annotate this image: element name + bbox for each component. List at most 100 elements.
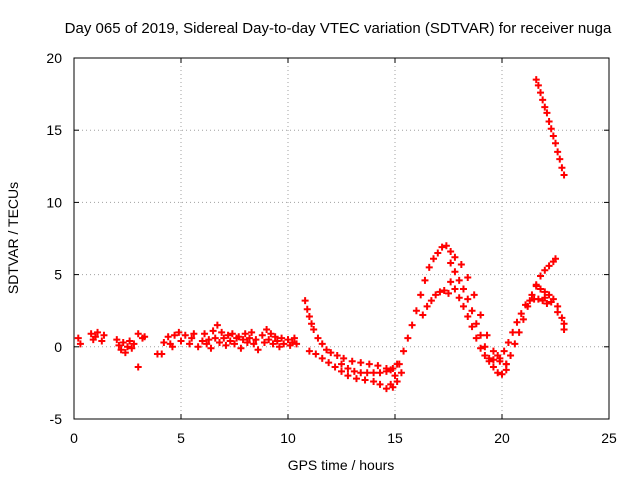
data-point [284, 336, 292, 344]
data-point [314, 334, 322, 342]
data-point [507, 351, 515, 359]
data-point [290, 334, 298, 342]
series-rise-late [496, 255, 559, 368]
data-point [477, 311, 485, 319]
data-point [393, 377, 401, 385]
series-fall-bundle [447, 253, 510, 378]
data-point [477, 331, 485, 339]
data-point [235, 333, 243, 341]
data-point [305, 347, 313, 355]
data-point [216, 338, 224, 346]
data-point [130, 340, 138, 348]
data-point [445, 289, 452, 297]
data-point [472, 320, 480, 328]
data-point [344, 372, 352, 380]
series-arc-3 [338, 360, 401, 377]
x-tick-label: 10 [280, 430, 296, 446]
data-point [532, 76, 540, 84]
data-point [211, 334, 219, 342]
data-point [228, 330, 236, 338]
data-point [455, 294, 463, 302]
data-point [526, 297, 534, 305]
data-point [340, 354, 348, 362]
data-point [248, 328, 256, 336]
data-point [417, 291, 425, 299]
data-point [494, 369, 502, 377]
data-point [126, 337, 134, 345]
data-point [348, 357, 356, 365]
data-point [389, 364, 397, 372]
data-point [547, 125, 555, 133]
data-point [280, 340, 288, 348]
data-point [532, 282, 540, 290]
x-tick-label: 0 [70, 430, 78, 446]
data-point [333, 351, 341, 359]
data-point [404, 334, 412, 342]
data-point [310, 325, 318, 333]
data-point [194, 343, 202, 351]
data-point [427, 297, 435, 305]
data-point [537, 272, 545, 280]
data-point [190, 330, 198, 338]
data-point [549, 132, 557, 140]
data-point [472, 334, 480, 342]
data-point [231, 340, 238, 348]
data-point [361, 376, 369, 384]
data-point [263, 325, 271, 333]
data-point [395, 360, 403, 368]
data-point [459, 302, 467, 310]
data-point [198, 337, 206, 345]
series-rise-secondary [419, 286, 452, 319]
tick-labels: 0 5 10 15 20 25 -5 0 5 10 15 20 [46, 50, 617, 446]
data-point [382, 385, 390, 393]
data-point [164, 333, 172, 341]
data-point [513, 318, 521, 326]
data-point [442, 242, 450, 250]
data-point [554, 308, 562, 316]
data-point [408, 321, 416, 329]
data-point [447, 278, 455, 286]
data-point [541, 266, 549, 274]
data-point [218, 328, 226, 336]
data-point [528, 291, 536, 299]
data-point [76, 340, 84, 348]
data-point [177, 337, 185, 345]
data-point [117, 346, 125, 354]
data-point [207, 344, 215, 352]
data-point [552, 255, 559, 263]
data-point [128, 344, 136, 352]
data-point [558, 314, 566, 322]
data-point [537, 89, 545, 97]
data-point [440, 286, 448, 294]
y-tick-label: -5 [50, 411, 63, 427]
data-point [430, 255, 438, 263]
data-point [556, 155, 564, 163]
data-point [534, 81, 542, 89]
data-point [186, 340, 194, 348]
data-point [376, 369, 384, 377]
data-point [338, 367, 345, 375]
data-point [545, 262, 553, 270]
data-point [318, 340, 326, 348]
data-point [175, 328, 183, 336]
series-early-scatter [74, 321, 301, 371]
data-point [205, 336, 213, 344]
data-point [370, 377, 378, 385]
data-point [498, 370, 506, 378]
data-point [468, 307, 476, 315]
data-point [327, 349, 335, 357]
data-point [352, 375, 360, 383]
data-point [543, 109, 551, 117]
data-point [481, 343, 489, 351]
data-point [464, 312, 472, 320]
data-point [387, 380, 395, 388]
data-points [74, 76, 568, 393]
data-point [201, 330, 209, 338]
data-point [141, 333, 149, 341]
data-point [451, 268, 459, 276]
data-point [134, 363, 142, 371]
data-point [511, 340, 519, 348]
data-point [226, 337, 234, 345]
data-point [470, 291, 478, 299]
